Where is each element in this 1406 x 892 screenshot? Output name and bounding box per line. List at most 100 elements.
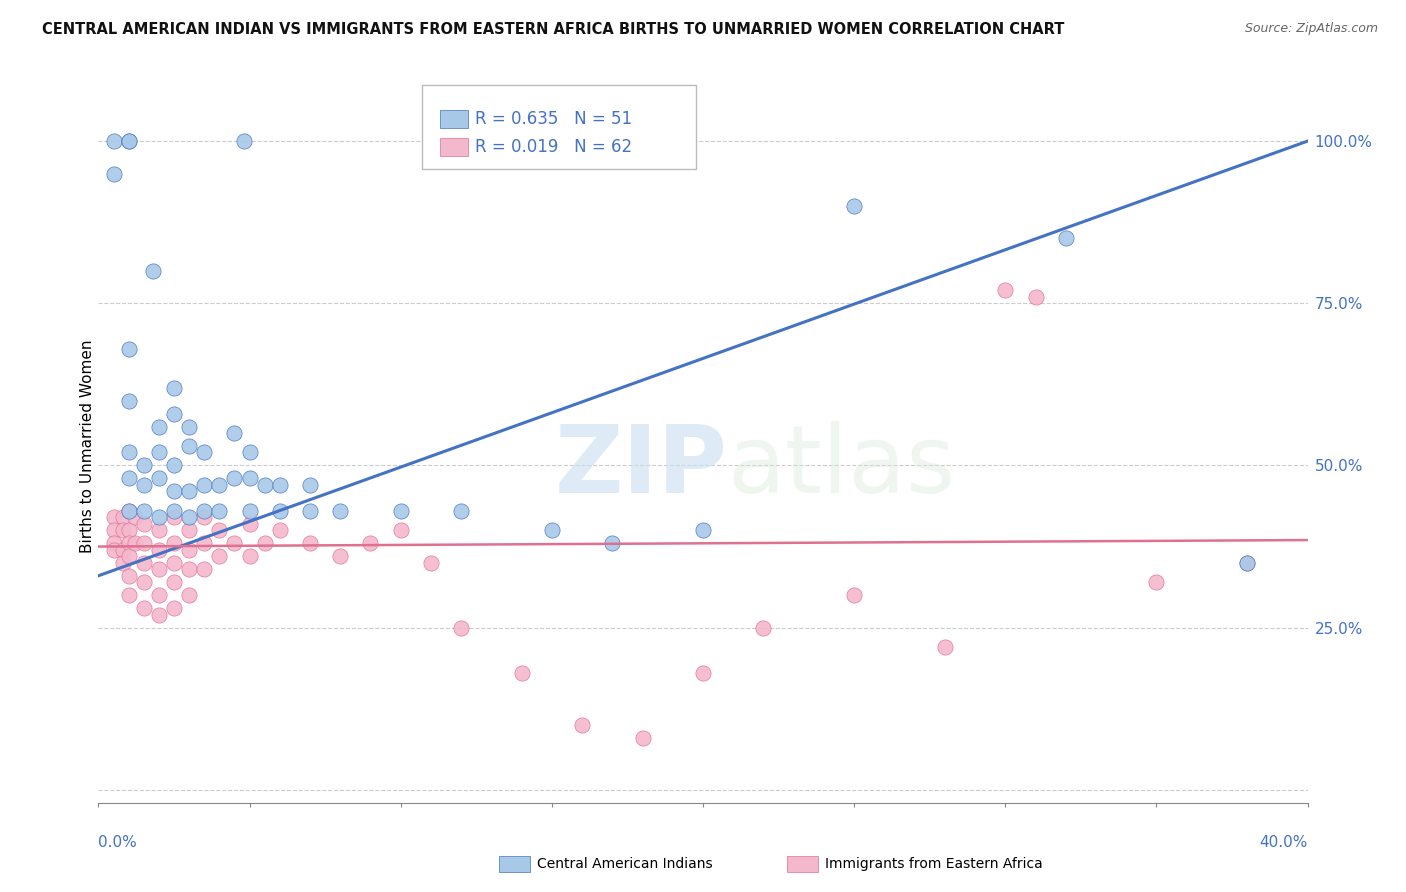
Point [253,478,276,492]
Point [540,524,562,538]
Point [844,199,866,213]
Text: ZIP: ZIP [554,421,727,514]
Point [163,601,186,615]
Point [103,524,125,538]
Point [118,588,141,602]
Point [193,445,215,459]
Point [163,556,186,570]
Point [329,504,352,518]
Point [450,621,472,635]
Y-axis label: Births to Unmarried Women: Births to Unmarried Women [80,339,94,553]
Text: Central American Indians: Central American Indians [537,857,713,871]
Point [163,407,186,421]
Point [132,575,155,590]
Point [163,458,186,473]
Point [103,536,125,550]
Point [142,264,165,278]
Text: Immigrants from Eastern Africa: Immigrants from Eastern Africa [825,857,1043,871]
Point [269,478,291,492]
Point [163,510,186,524]
Point [193,510,215,524]
Point [148,419,170,434]
Point [177,419,201,434]
Point [1144,575,1167,590]
Point [844,588,866,602]
Point [1024,290,1046,304]
Point [163,381,186,395]
Point [208,549,231,564]
Point [389,524,412,538]
Point [103,510,125,524]
Point [177,562,201,576]
Point [299,478,322,492]
Point [111,524,134,538]
Text: 40.0%: 40.0% [1260,836,1308,850]
Point [148,524,170,538]
Point [360,536,382,550]
Point [692,666,714,681]
Point [224,425,246,440]
Point [111,542,134,557]
Point [299,536,322,550]
Point [148,510,170,524]
Point [1236,556,1258,570]
Point [239,504,262,518]
Text: R = 0.019   N = 62: R = 0.019 N = 62 [475,138,633,156]
Point [232,134,254,148]
Point [692,524,714,538]
Point [132,478,155,492]
Point [148,607,170,622]
Point [132,601,155,615]
Point [148,588,170,602]
Point [118,504,141,518]
Point [148,562,170,576]
Point [208,524,231,538]
Point [177,588,201,602]
Point [450,504,472,518]
Point [934,640,956,654]
Point [103,134,125,148]
Point [132,458,155,473]
Point [193,478,215,492]
Point [193,536,215,550]
Point [177,524,201,538]
Point [177,439,201,453]
Point [118,134,141,148]
Point [132,516,155,531]
Point [103,167,125,181]
Point [419,556,441,570]
Point [239,471,262,485]
Point [118,524,141,538]
Point [118,342,141,356]
Point [208,504,231,518]
Point [239,549,262,564]
Point [132,556,155,570]
Point [631,731,654,745]
Point [118,536,141,550]
Point [118,471,141,485]
Point [111,510,134,524]
Point [132,504,155,518]
Point [118,504,141,518]
Point [177,510,201,524]
Point [118,393,141,408]
Point [1236,556,1258,570]
Point [148,542,170,557]
Text: 0.0%: 0.0% [98,836,138,850]
Point [994,283,1017,297]
Point [269,504,291,518]
Point [269,524,291,538]
Point [208,478,231,492]
Point [752,621,775,635]
Point [163,484,186,499]
Point [239,516,262,531]
Point [148,471,170,485]
Point [124,510,146,524]
Point [389,504,412,518]
Point [118,445,141,459]
Point [124,536,146,550]
Point [118,549,141,564]
Point [299,504,322,518]
Text: atlas: atlas [727,421,956,514]
Point [118,134,141,148]
